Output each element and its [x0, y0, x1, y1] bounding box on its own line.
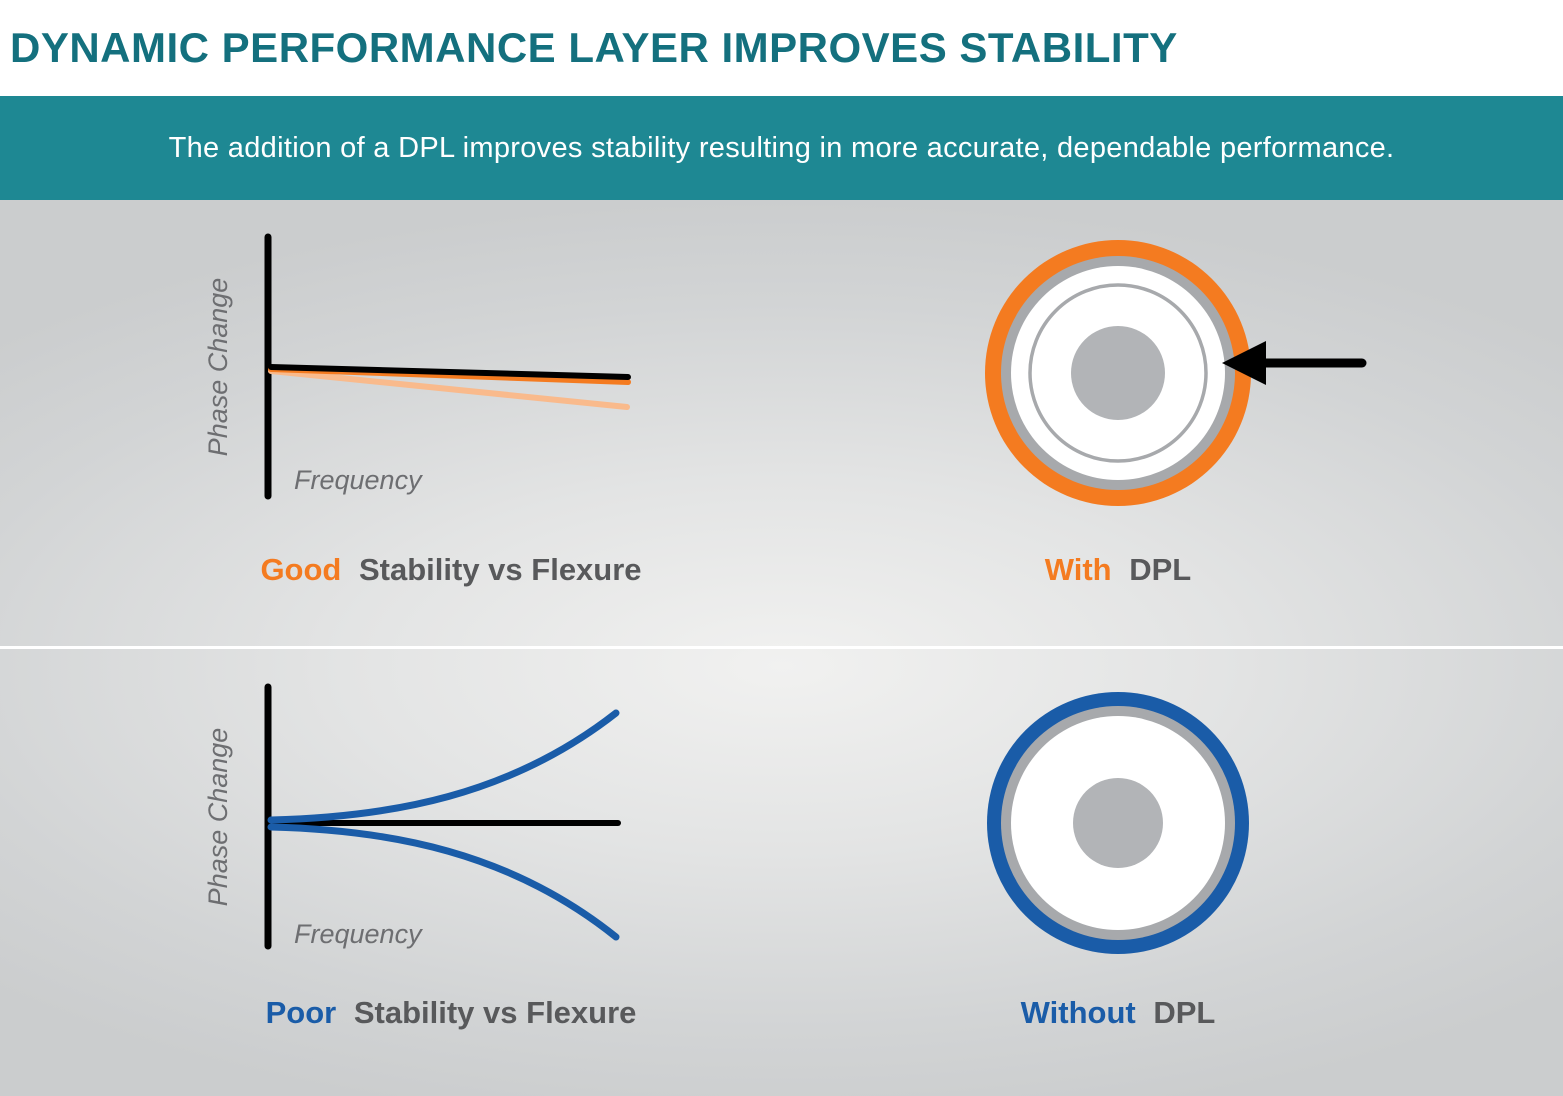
- divider-line: [0, 646, 1563, 649]
- caption-rest: DPL: [1129, 552, 1191, 587]
- subtitle-text: The addition of a DPL improves stability…: [168, 131, 1395, 164]
- good-stability-caption: Good Stability vs Flexure: [260, 552, 641, 587]
- cable-with-dpl: With DPL: [985, 240, 1367, 587]
- x-axis-label: Frequency: [294, 919, 423, 949]
- poor-stability-caption: Poor Stability vs Flexure: [266, 995, 637, 1030]
- pointer-arrow: [1222, 341, 1367, 385]
- conductor-core: [1073, 778, 1163, 868]
- stable-line-light: [268, 368, 630, 410]
- arrow-head-icon: [1222, 341, 1266, 385]
- diverging-curve-down: [267, 823, 620, 941]
- good-stability-chart: Phase Change Frequency Good Stability vs…: [203, 233, 642, 587]
- caption-highlight: With: [1045, 552, 1112, 587]
- conductor-core: [1071, 326, 1165, 420]
- caption-highlight: Without: [1021, 995, 1136, 1030]
- caption-rest: Stability vs Flexure: [354, 995, 637, 1030]
- x-axis-label: Frequency: [294, 465, 423, 495]
- poor-stability-chart: Phase Change Frequency Poor Stability vs…: [203, 683, 637, 1030]
- y-axis-label: Phase Change: [203, 728, 233, 907]
- diverging-curve-up: [267, 709, 620, 824]
- caption-highlight: Good: [260, 552, 341, 587]
- diagram-area: Phase Change Frequency Good Stability vs…: [0, 200, 1563, 1096]
- caption-highlight: Poor: [266, 995, 337, 1030]
- without-dpl-caption: Without DPL: [1021, 995, 1216, 1030]
- caption-rest: Stability vs Flexure: [359, 552, 642, 587]
- diagram-canvas: Phase Change Frequency Good Stability vs…: [0, 233, 1563, 1030]
- reference-line: [268, 364, 631, 380]
- caption-rest: DPL: [1153, 995, 1215, 1030]
- title-bar: DYNAMIC PERFORMANCE LAYER IMPROVES STABI…: [0, 0, 1563, 96]
- subtitle-banner: The addition of a DPL improves stability…: [0, 96, 1563, 200]
- cable-without-dpl: Without DPL: [987, 692, 1249, 1030]
- page-title: DYNAMIC PERFORMANCE LAYER IMPROVES STABI…: [10, 24, 1178, 71]
- y-axis-label: Phase Change: [203, 278, 233, 457]
- with-dpl-caption: With DPL: [1045, 552, 1191, 587]
